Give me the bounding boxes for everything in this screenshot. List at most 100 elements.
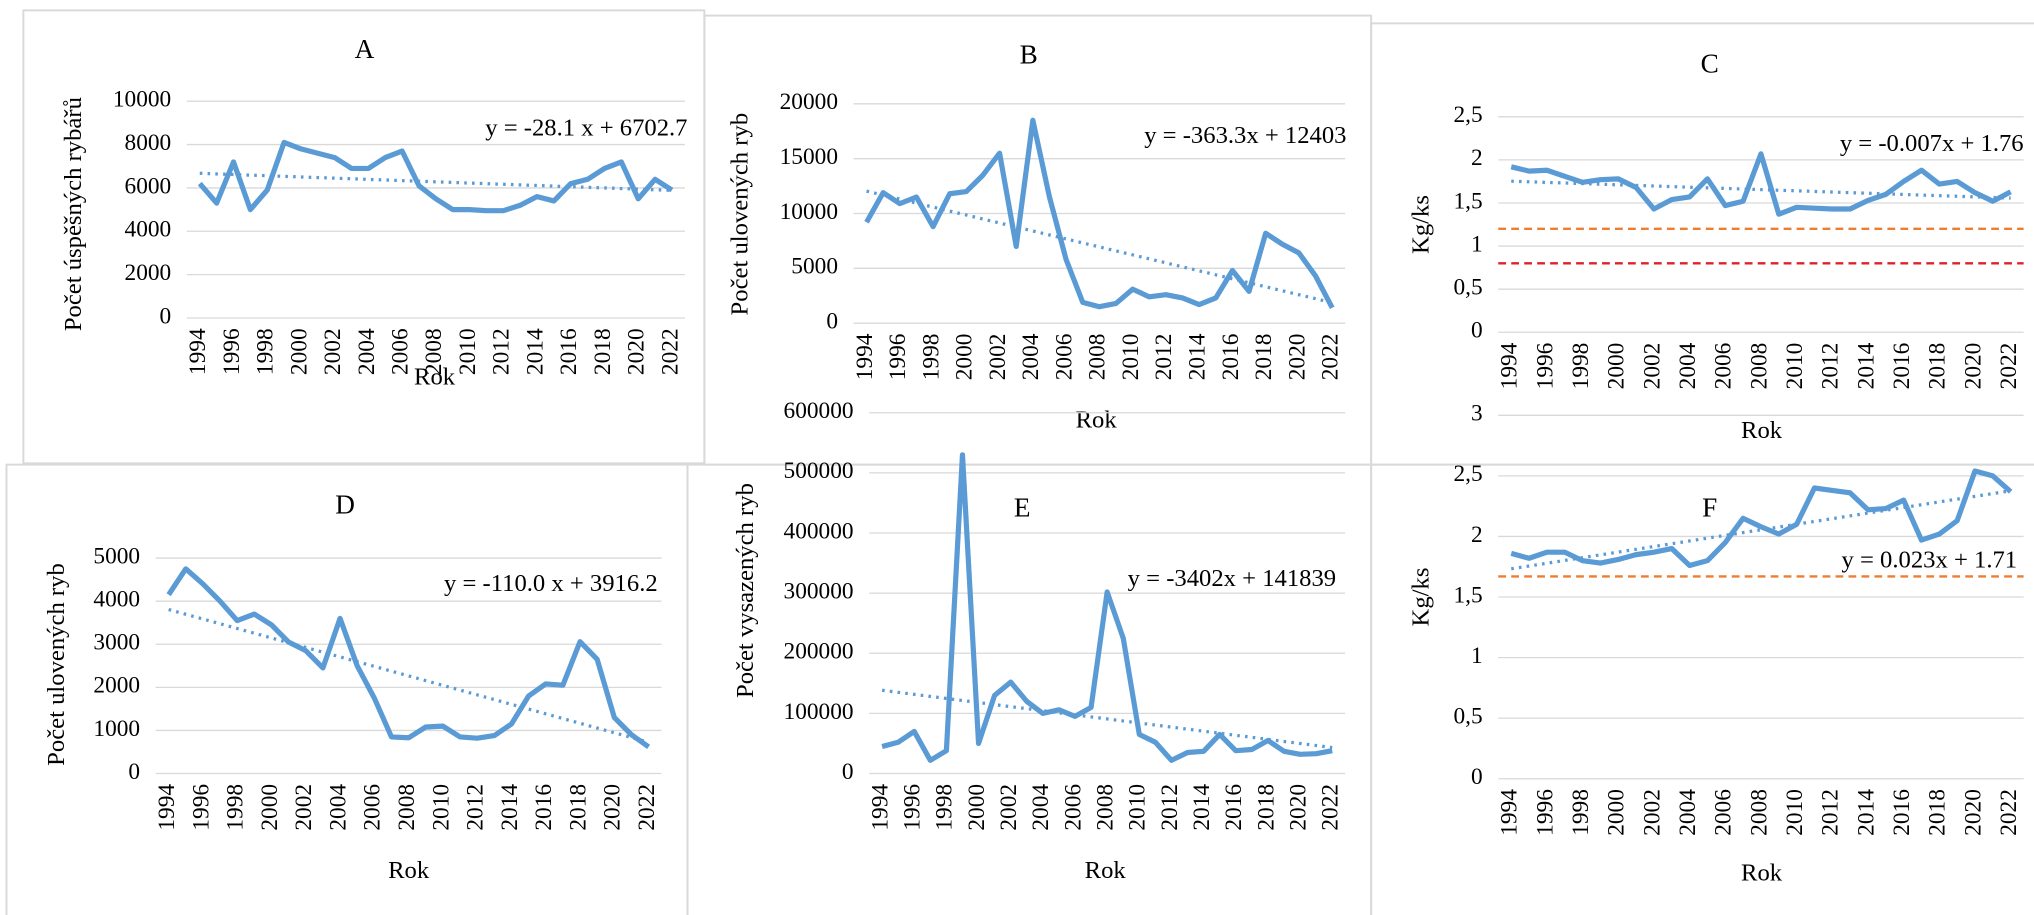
trend-line	[881, 688, 1333, 750]
x-axis-label: Rok	[1741, 859, 1783, 886]
x-tick-label: 2012	[1151, 334, 1177, 381]
data-line	[166, 566, 651, 749]
trend-equation: y = -28.1 x + 6702.7	[485, 114, 687, 141]
panel-frame	[1370, 463, 2034, 915]
x-axis-label: Rok	[414, 364, 456, 391]
x-tick-label: 2022	[634, 784, 660, 831]
chart-title: E	[1014, 492, 1031, 522]
x-tick-label: 2010	[1782, 789, 1808, 836]
x-tick-label: 2006	[387, 328, 413, 375]
y-tick-label: 4000	[93, 587, 140, 613]
x-tick-label: 2014	[1853, 342, 1879, 389]
y-tick-label: 0	[160, 303, 172, 329]
x-tick-label: 2002	[996, 784, 1022, 831]
x-tick-label: 2008	[1746, 343, 1772, 390]
trend-line	[168, 607, 650, 744]
x-tick-label: 2020	[1960, 789, 1986, 836]
x-tick-label: 1994	[154, 784, 180, 831]
x-tick-label: 2020	[624, 328, 650, 375]
y-tick-label: 3000	[93, 630, 140, 656]
chart-title: B	[1020, 39, 1038, 69]
data-line	[1510, 468, 2013, 569]
x-tick-label: 1996	[885, 334, 911, 381]
y-tick-label: 15000	[780, 144, 838, 170]
trend-equation: y = -0.007x + 1.76	[1840, 130, 2024, 157]
x-tick-label: 2010	[428, 784, 454, 831]
x-tick-label: 2010	[1125, 784, 1151, 831]
x-tick-label: 2002	[1639, 343, 1665, 390]
x-tick-label: 2016	[1889, 343, 1915, 390]
x-tick-label: 2006	[360, 784, 386, 831]
x-tick-label: 1996	[1532, 789, 1558, 836]
y-tick-label: 2,5	[1454, 102, 1483, 128]
x-tick-label: 2016	[1221, 784, 1247, 831]
x-tick-label: 2012	[489, 328, 515, 375]
y-tick-label: 0	[842, 759, 854, 785]
y-tick-label: 400000	[784, 518, 854, 544]
x-tick-label: 2022	[1996, 789, 2022, 836]
y-tick-label: 5000	[93, 543, 140, 569]
x-tick-label: 1998	[1568, 789, 1594, 836]
y-tick-label: 8000	[125, 130, 172, 156]
y-tick-label: 5000	[791, 254, 838, 280]
x-tick-label: 1996	[188, 784, 214, 831]
x-tick-label: 2006	[1711, 343, 1737, 390]
x-tick-label: 2016	[531, 784, 557, 831]
trend-equation: y = -363.3x + 12403	[1144, 122, 1346, 149]
data-line	[864, 117, 1335, 310]
x-tick-label: 2004	[1675, 789, 1701, 836]
y-tick-label: 2000	[93, 673, 140, 699]
y-tick-label: 1	[1471, 231, 1483, 257]
chart-title: C	[1701, 48, 1719, 78]
x-tick-label: 2016	[1889, 789, 1915, 836]
trend-equation: y = 0.023x + 1.71	[1842, 547, 2018, 574]
x-tick-label: 2018	[1925, 789, 1951, 836]
x-tick-label: 2004	[1675, 342, 1701, 389]
x-tick-label: 2000	[257, 784, 283, 831]
x-tick-label: 1994	[867, 784, 893, 831]
x-tick-label: 2000	[952, 334, 978, 381]
x-tick-label: 1996	[1532, 343, 1558, 390]
x-tick-label: 1996	[900, 784, 926, 831]
y-axis-label: Počet ulovených ryb	[43, 563, 70, 766]
x-tick-label: 2006	[1051, 334, 1077, 381]
y-axis-label: Kg/ks	[1408, 568, 1435, 627]
x-tick-label: 2004	[325, 784, 351, 831]
x-tick-label: 2008	[1085, 334, 1111, 381]
x-tick-label: 1994	[852, 333, 878, 380]
x-tick-label: 2018	[1253, 784, 1279, 831]
x-tick-label: 2000	[1604, 789, 1630, 836]
trend-line	[199, 171, 673, 192]
y-tick-label: 500000	[784, 458, 854, 484]
x-tick-label: 2020	[600, 784, 626, 831]
y-tick-label: 0	[1471, 318, 1483, 344]
x-tick-label: 2008	[421, 328, 447, 375]
y-tick-label: 10000	[780, 199, 838, 225]
trend-line	[1511, 179, 2011, 200]
x-tick-label: 2016	[1218, 334, 1244, 381]
x-tick-label: 2014	[497, 784, 523, 831]
x-tick-label: 2020	[1285, 784, 1311, 831]
x-tick-label: 2002	[320, 328, 346, 375]
x-tick-label: 2008	[394, 784, 420, 831]
x-tick-label: 2002	[985, 334, 1011, 381]
y-tick-label: 6000	[125, 173, 172, 199]
x-tick-label: 1998	[932, 784, 958, 831]
x-tick-label: 2012	[1818, 343, 1844, 390]
chart-title: A	[355, 34, 375, 64]
y-tick-label: 3	[1471, 401, 1483, 427]
x-tick-label: 2018	[1251, 334, 1277, 381]
x-tick-label: 2008	[1093, 784, 1119, 831]
x-axis-label: Rok	[1076, 406, 1118, 433]
x-tick-label: 2002	[291, 784, 317, 831]
x-tick-label: 1994	[1497, 789, 1523, 836]
trend-equation: y = -3402x + 141839	[1128, 565, 1336, 592]
trend-line	[1510, 489, 2011, 571]
data-line	[197, 139, 674, 214]
y-tick-label: 1,5	[1454, 582, 1483, 608]
x-tick-label: 2000	[964, 784, 990, 831]
y-axis-label: Počet úspěšných rybářů	[60, 97, 87, 331]
x-tick-label: 2022	[1318, 784, 1344, 831]
x-tick-label: 2018	[565, 784, 591, 831]
x-tick-label: 2018	[1925, 343, 1951, 390]
